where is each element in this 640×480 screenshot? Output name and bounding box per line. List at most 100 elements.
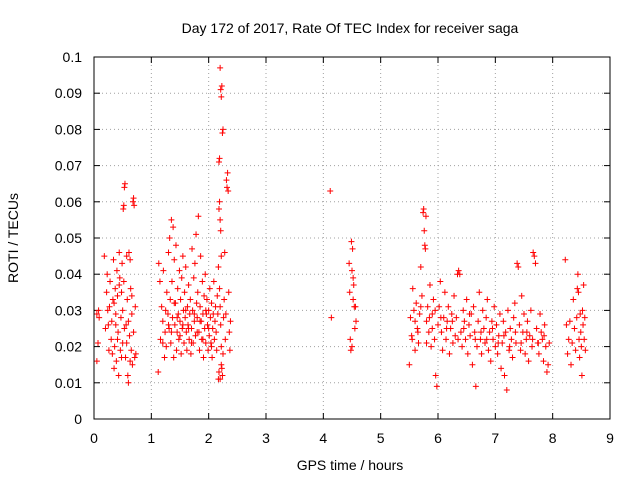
data-point — [542, 343, 549, 350]
data-point — [486, 329, 493, 336]
data-point — [508, 336, 515, 343]
data-point — [435, 321, 441, 328]
data-point — [204, 321, 211, 328]
data-point — [349, 343, 355, 350]
data-point — [579, 307, 586, 314]
data-point — [485, 347, 492, 354]
data-point — [222, 336, 229, 343]
x-tick-label: 7 — [491, 430, 499, 446]
data-point — [120, 206, 127, 213]
data-point — [539, 336, 546, 343]
data-point — [545, 361, 552, 368]
data-point — [225, 187, 232, 194]
data-point — [426, 282, 433, 289]
data-point — [494, 350, 501, 357]
data-point — [469, 361, 476, 368]
data-point — [347, 347, 354, 354]
data-point — [448, 311, 455, 318]
data-point — [119, 260, 126, 267]
data-point — [412, 347, 419, 354]
data-point — [472, 336, 479, 343]
data-point — [518, 339, 525, 346]
data-point — [197, 253, 204, 260]
data-point — [171, 300, 178, 307]
data-point — [193, 300, 200, 307]
data-point — [175, 311, 182, 318]
data-point — [96, 314, 103, 321]
data-point — [121, 325, 128, 332]
data-point — [182, 307, 189, 314]
data-point — [166, 325, 173, 332]
data-point — [535, 339, 542, 346]
data-point — [421, 227, 428, 234]
data-point — [205, 325, 212, 332]
data-point — [218, 361, 225, 368]
data-point — [346, 260, 353, 267]
data-point — [205, 347, 212, 354]
x-tick-label: 3 — [262, 430, 270, 446]
data-point — [506, 343, 513, 350]
data-point — [514, 260, 521, 267]
data-point — [529, 336, 536, 343]
data-point — [112, 311, 119, 318]
data-point — [437, 314, 444, 321]
y-tick-label: 0.05 — [55, 230, 82, 246]
data-point — [523, 329, 530, 336]
data-point — [417, 263, 424, 270]
grid-layer — [94, 57, 610, 419]
data-point — [422, 213, 429, 220]
data-point — [452, 332, 459, 339]
data-point — [102, 325, 109, 332]
data-point — [101, 253, 108, 260]
data-point — [190, 274, 197, 281]
data-point — [110, 256, 117, 263]
data-point — [491, 303, 498, 310]
data-point — [577, 329, 584, 336]
data-point — [575, 289, 582, 296]
data-point — [521, 311, 527, 318]
data-point — [578, 372, 585, 379]
data-point — [423, 339, 430, 346]
data-point — [426, 314, 433, 321]
x-tick-label: 2 — [205, 430, 213, 446]
data-point — [95, 339, 102, 346]
data-point — [168, 216, 175, 223]
data-point — [115, 329, 122, 336]
data-point — [186, 336, 193, 343]
data-point — [437, 278, 444, 285]
data-point — [471, 329, 478, 336]
data-point — [432, 372, 439, 379]
data-point — [438, 329, 445, 336]
data-point — [117, 347, 124, 354]
data-point — [577, 311, 584, 318]
data-point — [202, 307, 209, 314]
data-point — [195, 213, 202, 220]
data-point — [574, 271, 581, 278]
data-point — [430, 296, 437, 303]
data-point — [415, 339, 422, 346]
data-point — [107, 278, 114, 285]
data-point — [493, 321, 500, 328]
data-point — [123, 321, 130, 328]
data-point — [489, 325, 496, 332]
data-point — [408, 332, 415, 339]
data-point — [225, 289, 232, 296]
data-point — [165, 249, 172, 256]
data-point — [177, 318, 183, 325]
data-point — [221, 296, 228, 303]
data-point — [167, 296, 174, 303]
data-point — [163, 343, 170, 350]
data-point — [173, 347, 180, 354]
data-point — [131, 202, 138, 209]
data-point — [451, 292, 458, 299]
data-point — [412, 318, 419, 325]
data-point — [475, 318, 482, 325]
data-point — [564, 350, 571, 357]
data-point — [449, 339, 456, 346]
data-point — [217, 216, 224, 223]
data-point — [217, 303, 224, 310]
data-point — [490, 336, 497, 343]
data-point — [160, 267, 167, 274]
data-point — [183, 347, 190, 354]
data-point — [159, 318, 166, 325]
